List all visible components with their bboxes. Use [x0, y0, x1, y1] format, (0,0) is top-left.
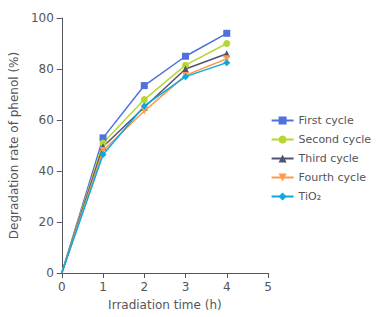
svg-text:40: 40	[39, 164, 54, 178]
svg-text:1: 1	[99, 280, 107, 294]
svg-text:Second cycle: Second cycle	[299, 133, 372, 146]
svg-text:4: 4	[223, 280, 231, 294]
svg-text:2: 2	[140, 280, 148, 294]
svg-text:0: 0	[46, 266, 54, 280]
svg-text:100: 100	[31, 11, 54, 25]
svg-text:Degradation rate of phenol (%): Degradation rate of phenol (%)	[7, 52, 21, 239]
svg-text:20: 20	[39, 215, 54, 229]
svg-text:3: 3	[182, 280, 190, 294]
svg-text:5: 5	[264, 280, 272, 294]
svg-text:Fourth cycle: Fourth cycle	[299, 171, 367, 184]
svg-text:First cycle: First cycle	[299, 114, 354, 127]
svg-text:0: 0	[58, 280, 66, 294]
svg-text:80: 80	[39, 62, 54, 76]
svg-text:TiO₂: TiO₂	[298, 190, 322, 203]
svg-text:Irradiation time (h): Irradiation time (h)	[108, 298, 222, 312]
svg-text:60: 60	[39, 113, 54, 127]
svg-text:Third cycle: Third cycle	[298, 152, 359, 165]
